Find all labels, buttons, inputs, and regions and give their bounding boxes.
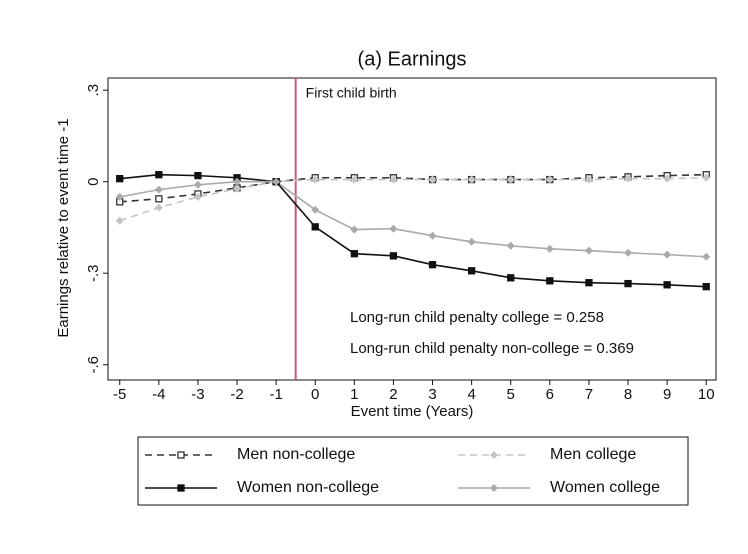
marker — [389, 175, 398, 184]
annotation: Long-run child penalty non-college = 0.3… — [350, 340, 634, 357]
x-tick-label: -4 — [152, 386, 165, 403]
marker — [584, 246, 593, 255]
marker — [428, 261, 437, 269]
x-tick-label: -2 — [230, 386, 243, 403]
marker — [389, 252, 398, 260]
marker — [584, 175, 593, 184]
legend-label: Women college — [550, 479, 660, 496]
series-line — [119, 180, 707, 258]
marker — [350, 175, 359, 184]
x-tick-label: 10 — [698, 386, 715, 403]
marker — [624, 174, 633, 183]
legend-label: Women non-college — [237, 479, 379, 496]
y-axis-label: Earnings relative to event time -1 — [55, 118, 72, 337]
legend-marker — [490, 484, 498, 492]
marker — [663, 281, 671, 289]
legend-item: Men non-college — [145, 446, 355, 463]
y-tick-label: -.3 — [85, 264, 102, 282]
legend-marker — [177, 451, 185, 459]
marker — [702, 252, 711, 261]
marker — [233, 184, 242, 193]
legend-marker — [490, 451, 498, 459]
legend-label: Men non-college — [237, 446, 355, 463]
marker — [350, 225, 359, 234]
marker — [350, 250, 358, 258]
marker — [311, 205, 320, 214]
x-tick-label: 6 — [546, 386, 554, 403]
marker — [506, 241, 515, 250]
marker — [663, 174, 672, 183]
legend-frame — [137, 436, 689, 506]
legend-label: Men college — [550, 446, 636, 463]
marker — [272, 177, 281, 186]
event-label: First child birth — [306, 85, 397, 101]
marker — [155, 195, 163, 203]
marker — [624, 279, 632, 288]
y-tick-label: .3 — [85, 84, 102, 97]
marker — [194, 171, 202, 180]
series-line — [119, 173, 707, 288]
marker — [702, 173, 711, 182]
x-tick-label: 2 — [389, 386, 397, 403]
marker — [155, 171, 163, 179]
marker — [311, 223, 319, 231]
series-line — [119, 176, 707, 222]
marker — [428, 231, 437, 240]
marker — [428, 175, 437, 184]
annotation: Long-run child penalty college = 0.258 — [350, 309, 604, 326]
marker — [115, 216, 124, 225]
x-tick-label: 5 — [507, 386, 515, 403]
marker — [389, 224, 398, 233]
marker — [311, 175, 320, 184]
marker — [545, 244, 554, 253]
x-tick-label: 1 — [350, 386, 358, 403]
marker — [467, 175, 476, 184]
chart-title: (a) Earnings — [358, 48, 467, 70]
x-tick-label: -3 — [191, 386, 204, 403]
marker — [116, 175, 124, 183]
marker — [585, 279, 593, 287]
x-tick-label: -5 — [113, 386, 126, 403]
marker — [624, 248, 633, 257]
x-axis-label: Event time (Years) — [351, 403, 474, 420]
marker — [663, 250, 672, 259]
marker — [115, 192, 124, 201]
x-tick-label: 4 — [467, 386, 475, 403]
marker — [154, 203, 163, 212]
legend-item: Men college — [458, 446, 636, 463]
marker — [467, 267, 476, 275]
marker — [546, 277, 554, 285]
x-tick-label: 9 — [663, 386, 671, 403]
marker — [467, 237, 476, 246]
marker — [506, 175, 515, 184]
series-line — [119, 173, 707, 203]
x-tick-label: 3 — [428, 386, 436, 403]
marker — [193, 180, 202, 189]
y-tick-label: -.6 — [85, 356, 102, 374]
marker — [545, 175, 554, 184]
plot-frame — [107, 77, 717, 381]
marker — [193, 192, 202, 201]
marker — [154, 185, 163, 194]
x-tick-label: -1 — [269, 386, 282, 403]
marker — [702, 283, 710, 291]
legend-item: Women college — [458, 479, 660, 496]
y-tick-label: 0 — [85, 178, 102, 186]
marker — [507, 274, 515, 282]
x-tick-label: 0 — [311, 386, 319, 403]
legend-item: Women non-college — [145, 479, 379, 496]
x-tick-label: 8 — [624, 386, 632, 403]
x-tick-label: 7 — [585, 386, 593, 403]
marker — [233, 177, 242, 186]
legend-marker — [177, 484, 185, 492]
